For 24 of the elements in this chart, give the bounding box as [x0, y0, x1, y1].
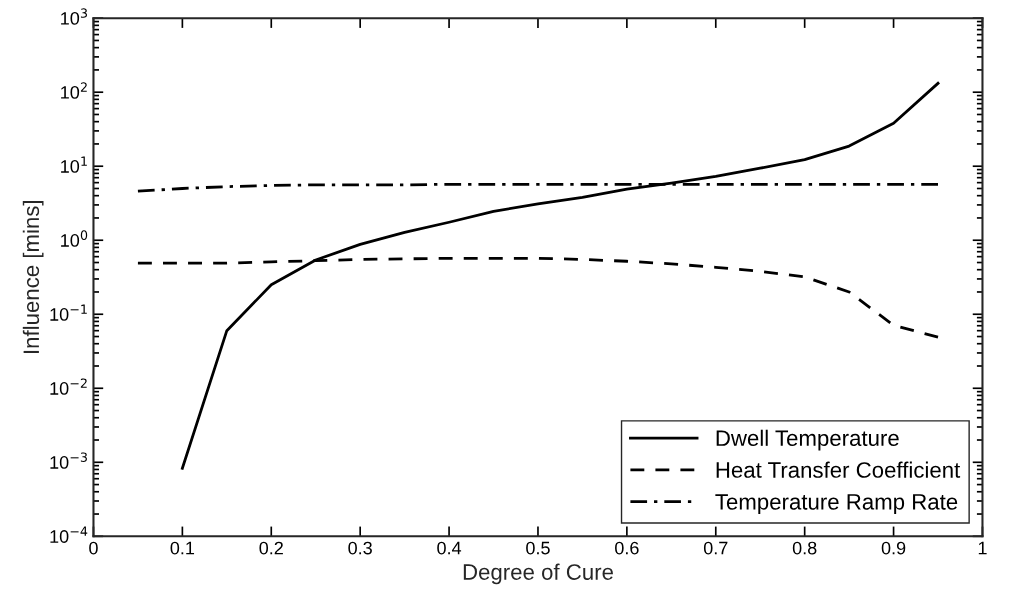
y-tick-label: 10$^{−2}$ [50, 378, 87, 395]
x-axis-title: Degree of Cure [463, 563, 613, 585]
x-tick-label: 0.9 [881, 541, 906, 555]
y-axis-title: Influence [mins] [22, 201, 44, 353]
y-tick-label: 10$^{−3}$ [50, 452, 87, 469]
x-tick-label: 0.3 [348, 541, 372, 555]
x-tick-label: 0.7 [703, 541, 728, 555]
y-tick-label: 10$^{3}$ [61, 8, 88, 25]
legend-label: Temperature Ramp Rate [715, 494, 958, 515]
x-tick-label: 0 [89, 541, 98, 555]
y-tick-label: 10$^{0}$ [61, 230, 88, 247]
y-tick-label: 10$^{2}$ [61, 82, 87, 99]
x-tick-label: 0.5 [526, 541, 550, 555]
legend-label: Heat Transfer Coefficient [716, 461, 961, 478]
y-tick-label: 10$^{−4}$ [50, 526, 88, 543]
legend-label: Dwell Temperature [716, 429, 899, 451]
y-tick-label: 10$^{1}$ [61, 156, 87, 173]
x-tick-label: 0.1 [170, 541, 195, 555]
y-tick-label: 10$^{−1}$ [50, 304, 87, 321]
x-tick-label: 0.8 [792, 541, 817, 555]
x-tick-label: 0.4 [437, 541, 462, 555]
x-tick-label: 0.6 [615, 541, 639, 555]
x-tick-label: 1 [978, 541, 987, 555]
x-tick-label: 0.2 [259, 541, 283, 555]
